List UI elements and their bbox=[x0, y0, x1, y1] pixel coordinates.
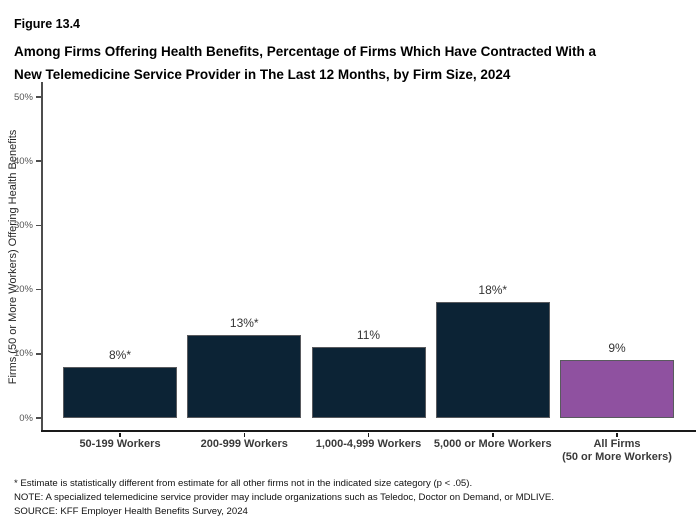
footnote-estimate: * Estimate is statistically different fr… bbox=[14, 478, 473, 489]
y-axis-tick-0 bbox=[36, 417, 42, 419]
footnote-source: SOURCE: KFF Employer Health Benefits Sur… bbox=[14, 506, 248, 517]
x-axis-tick-200-999-workers bbox=[243, 432, 245, 437]
y-axis-tick-label-0: 0% bbox=[19, 412, 33, 424]
x-axis-category-label-all-firms-50-or-more-workers: All Firms (50 or More Workers) bbox=[562, 438, 672, 463]
x-axis-line bbox=[41, 430, 696, 432]
y-axis-tick-20 bbox=[36, 288, 42, 291]
chart-header: Figure 13.4 Among Firms Offering Health … bbox=[14, 17, 596, 86]
bar-50-199-workers bbox=[63, 366, 177, 418]
x-axis-category-label-50-199-workers: 50-199 Workers bbox=[79, 438, 161, 450]
bar-value-label-all-firms-50-or-more-workers: 9% bbox=[608, 341, 626, 356]
figure-number-label: Figure 13.4 bbox=[14, 17, 80, 31]
x-axis-category-label-5-000-or-more-workers: 5,000 or More Workers bbox=[433, 438, 552, 450]
y-axis-tick-30 bbox=[36, 224, 42, 227]
y-axis-tick-label-10: 10% bbox=[13, 348, 33, 360]
y-axis-tick-50 bbox=[36, 96, 42, 98]
chart-title-line-2: New Telemedicine Service Provider in The… bbox=[14, 67, 511, 82]
x-axis-category-label-1-000-4-999-workers: 1,000-4,999 Workers bbox=[315, 438, 422, 450]
bar-all-firms-50-or-more-workers bbox=[560, 360, 674, 418]
bar-value-label-200-999-workers: 13%* bbox=[229, 315, 259, 330]
x-axis-tick-5-000-or-more-workers bbox=[492, 432, 494, 437]
y-axis-tick-10 bbox=[36, 353, 42, 355]
bar-1-000-4-999-workers bbox=[311, 347, 426, 418]
y-axis-line bbox=[41, 82, 43, 431]
bar-value-label-1-000-4-999-workers: 11% bbox=[356, 328, 381, 343]
x-axis-tick-1-000-4-999-workers bbox=[367, 432, 370, 437]
chart-title-line-1: Among Firms Offering Health Benefits, Pe… bbox=[14, 44, 596, 59]
x-axis-category-label-200-999-workers: 200-999 Workers bbox=[200, 438, 288, 450]
bar-value-label-5-000-or-more-workers: 18%* bbox=[478, 283, 508, 298]
y-axis-tick-label-20: 20% bbox=[13, 284, 33, 296]
y-axis-title: Firms (50 or More Workers) Offering Heal… bbox=[7, 129, 19, 385]
y-axis-tick-label-50: 50% bbox=[13, 91, 33, 103]
bar-5-000-or-more-workers bbox=[435, 302, 550, 418]
x-axis-tick-all-firms-50-or-more-workers bbox=[616, 432, 618, 437]
y-axis-tick-label-30: 30% bbox=[13, 219, 33, 231]
y-axis-tick-label-40: 40% bbox=[13, 155, 33, 167]
y-axis-tick-40 bbox=[36, 160, 42, 162]
footnotes: * Estimate is statistically different fr… bbox=[14, 477, 554, 519]
footnote-note: NOTE: A specialized telemedicine service… bbox=[14, 492, 554, 503]
bar-200-999-workers bbox=[187, 334, 302, 418]
x-axis-tick-50-199-workers bbox=[119, 432, 121, 437]
bar-value-label-50-199-workers: 8%* bbox=[108, 347, 131, 362]
